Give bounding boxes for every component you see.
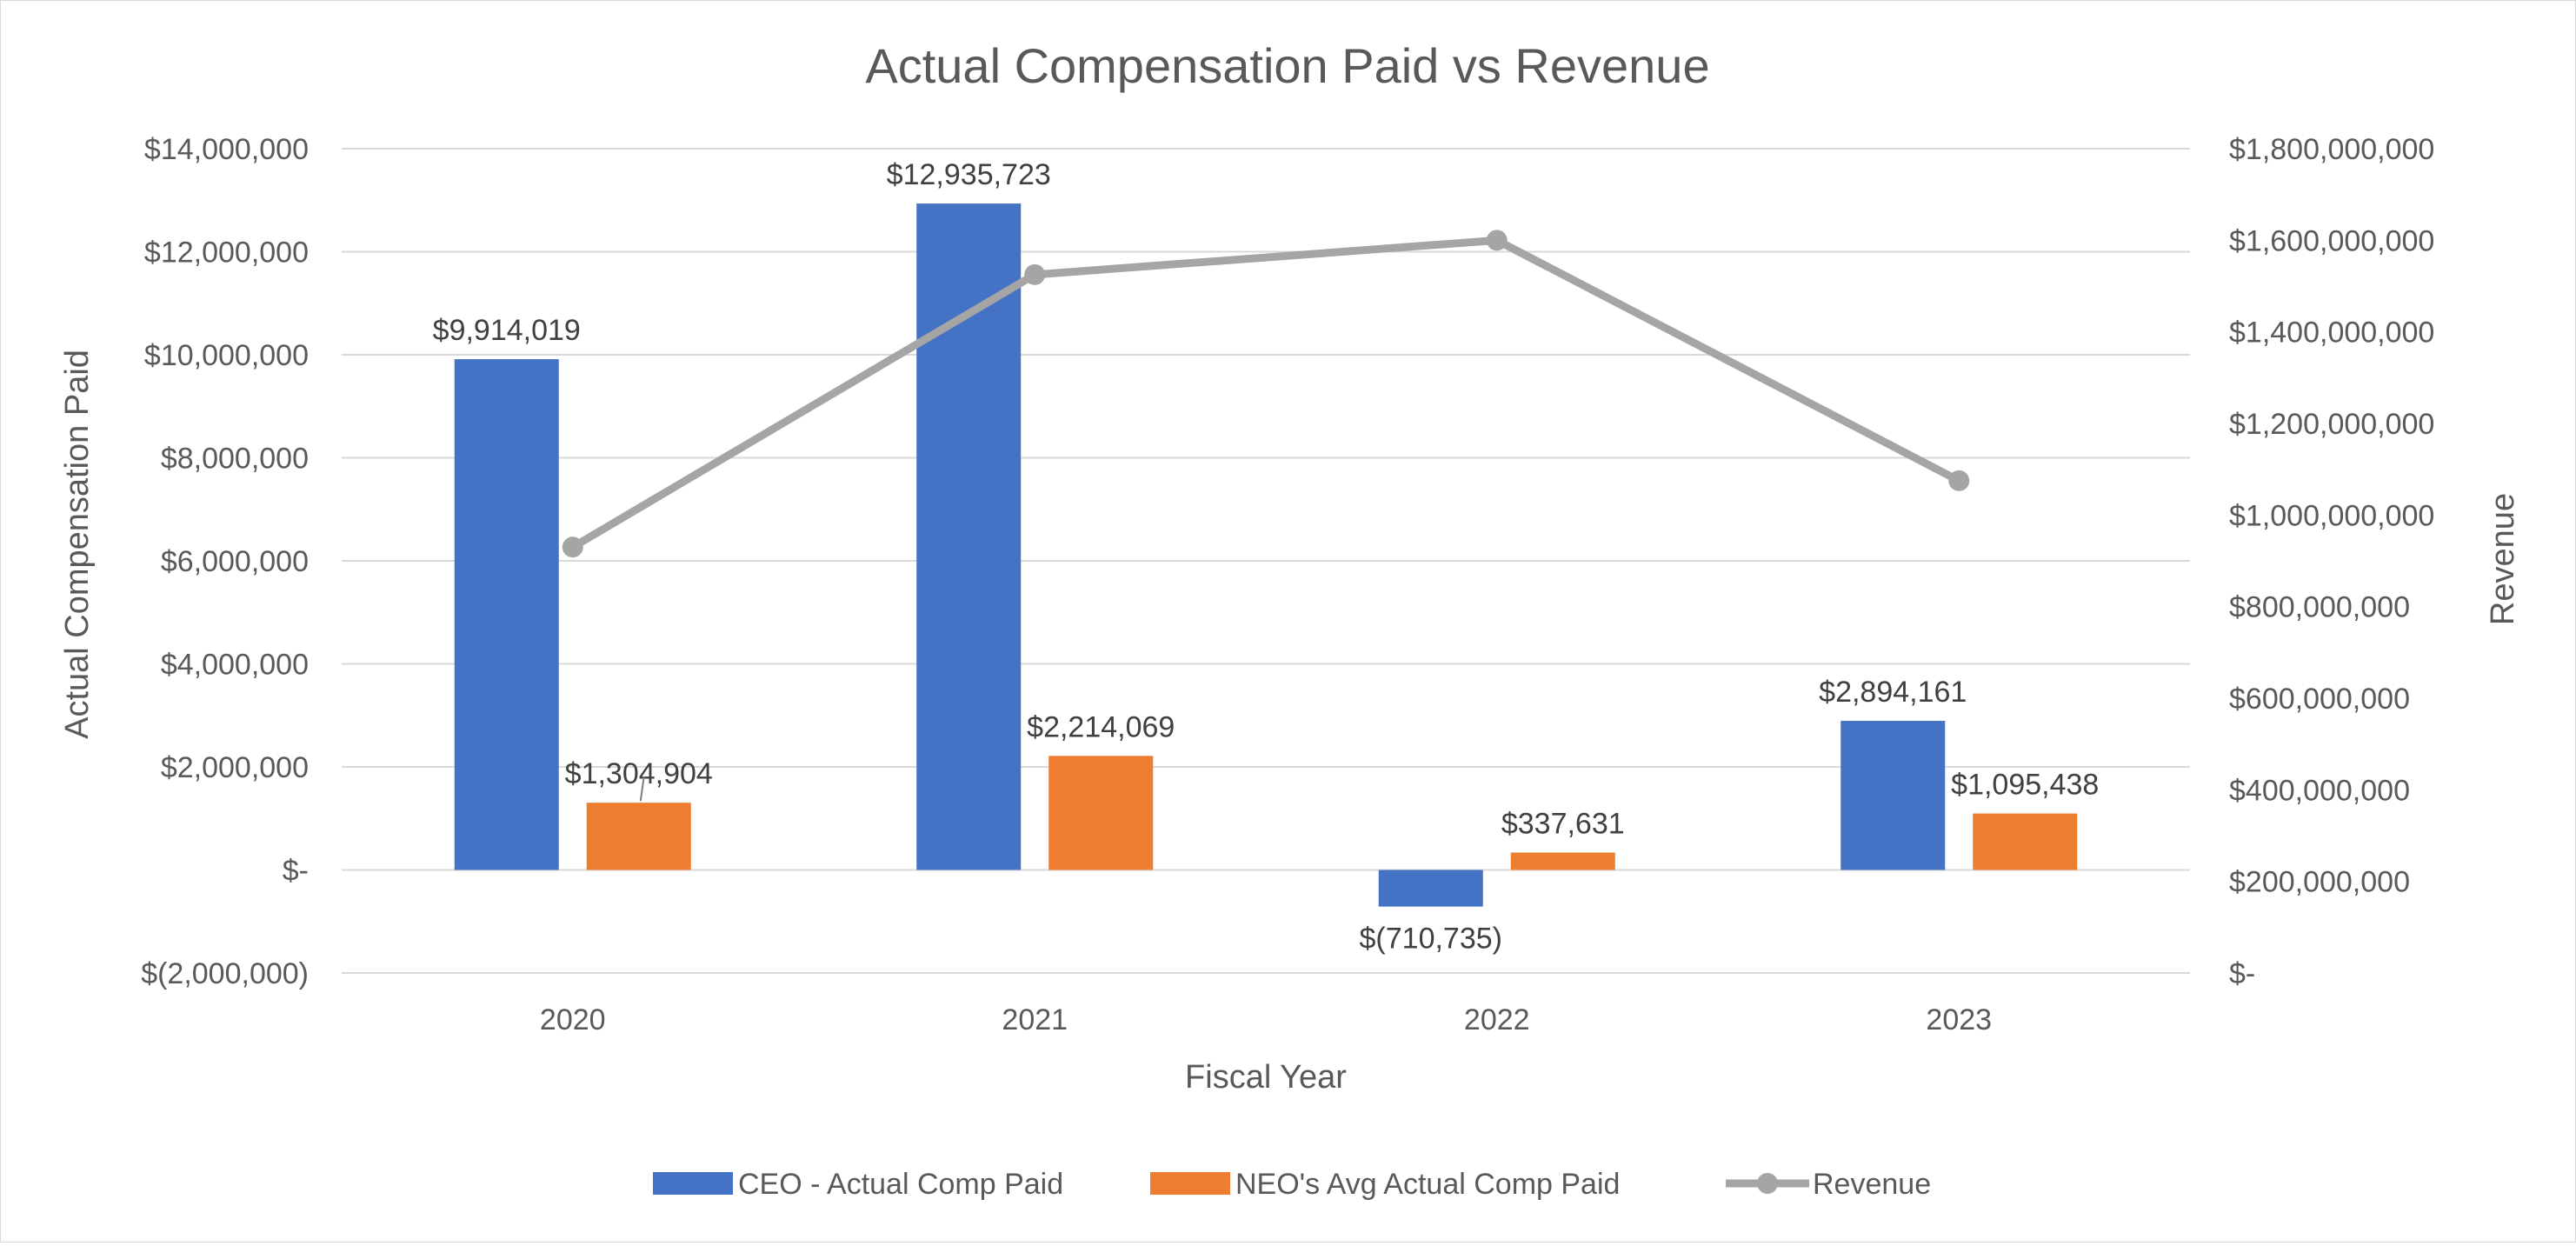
- data-label: $12,935,723: [887, 158, 1051, 191]
- y2-tick-label: $1,600,000,000: [2229, 224, 2434, 257]
- data-label: $(710,735): [1360, 923, 1502, 956]
- revenue-point: [1024, 263, 1046, 285]
- bar: [454, 359, 559, 870]
- y-tick-label: $-: [283, 855, 309, 888]
- y2-tick-label: $600,000,000: [2229, 683, 2410, 716]
- y2-tick-label: $800,000,000: [2229, 591, 2410, 624]
- chart-title: Actual Compensation Paid vs Revenue: [865, 38, 1709, 93]
- x-tick-label: 2022: [1464, 1003, 1530, 1036]
- y2-tick-label: $1,400,000,000: [2229, 316, 2434, 350]
- leader-line: [639, 776, 645, 802]
- y2-tick-label: $200,000,000: [2229, 866, 2410, 899]
- y2-tick-label: $1,000,000,000: [2229, 499, 2434, 532]
- data-label: $1,304,904: [565, 757, 713, 790]
- y-tick-label: $4,000,000: [161, 649, 309, 682]
- revenue-point: [1948, 470, 1970, 491]
- legend-label: NEO's Avg Actual Comp Paid: [1235, 1168, 1620, 1201]
- legend-marker: [1757, 1173, 1778, 1194]
- data-label: $2,894,161: [1819, 676, 1967, 709]
- y2-tick-label: $1,200,000,000: [2229, 408, 2434, 441]
- y-tick-label: $(2,000,000): [141, 957, 309, 990]
- bar: [1840, 721, 1946, 870]
- y-axis-title: Actual Compensation Paid: [59, 350, 96, 739]
- bar: [1378, 870, 1483, 907]
- legend-swatch: [1150, 1172, 1230, 1195]
- data-label: $9,914,019: [433, 314, 581, 347]
- revenue-line-path: [570, 236, 1961, 551]
- bar: [916, 203, 1022, 870]
- y-tick-label: $14,000,000: [144, 133, 309, 166]
- legend-swatch: [653, 1172, 733, 1195]
- data-labels: $9,914,019 $12,935,723 $(710,735) $2,894,16…: [433, 158, 2100, 956]
- data-label: $2,214,069: [1027, 710, 1175, 743]
- y2-tick-label: $-: [2229, 957, 2255, 990]
- revenue-point: [562, 536, 583, 558]
- revenue-line: [562, 230, 1970, 558]
- gridlines: [342, 148, 2190, 974]
- bar: [1048, 756, 1154, 870]
- bar: [586, 803, 691, 870]
- data-label: $337,631: [1501, 807, 1625, 840]
- revenue-point: [1486, 230, 1508, 251]
- y2-axis-ticks: $1,800,000,000 $1,600,000,000 $1,400,000,0…: [2229, 133, 2434, 990]
- x-axis-title: Fiscal Year: [1185, 1059, 1347, 1096]
- bar: [1973, 813, 2078, 870]
- y-tick-label: $6,000,000: [161, 545, 309, 578]
- legend-label: CEO - Actual Comp Paid: [738, 1168, 1063, 1201]
- x-tick-label: 2020: [540, 1003, 606, 1036]
- bars: [454, 203, 2078, 907]
- y2-axis-title: Revenue: [2485, 493, 2521, 625]
- y-tick-label: $12,000,000: [144, 237, 309, 270]
- legend: CEO - Actual Comp Paid NEO's Avg Actual C…: [653, 1168, 1931, 1201]
- y-tick-label: $2,000,000: [161, 751, 309, 784]
- x-tick-label: 2023: [1926, 1003, 1992, 1036]
- y-axis-ticks: $14,000,000 $12,000,000 $10,000,000 $8,000,…: [141, 133, 309, 990]
- y2-tick-label: $1,800,000,000: [2229, 133, 2434, 166]
- x-axis-ticks: 2020 2021 2022 2023: [540, 1003, 1992, 1036]
- x-tick-label: 2021: [1002, 1003, 1068, 1036]
- data-label: $1,095,438: [1951, 769, 2099, 802]
- y-tick-label: $8,000,000: [161, 443, 309, 476]
- y2-tick-label: $400,000,000: [2229, 774, 2410, 807]
- legend-label: Revenue: [1813, 1168, 1931, 1201]
- y-tick-label: $10,000,000: [144, 339, 309, 372]
- bar: [1510, 852, 1615, 870]
